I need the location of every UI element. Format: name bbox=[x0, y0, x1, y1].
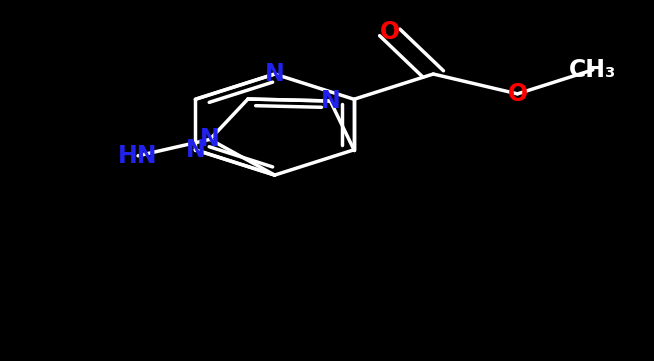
Text: CH₃: CH₃ bbox=[569, 58, 617, 82]
Text: N: N bbox=[320, 89, 340, 113]
Text: N: N bbox=[186, 138, 205, 162]
Text: O: O bbox=[508, 82, 528, 106]
Text: HN: HN bbox=[118, 144, 158, 168]
Text: O: O bbox=[380, 21, 400, 44]
Text: N: N bbox=[265, 62, 284, 86]
Text: N: N bbox=[200, 127, 220, 151]
